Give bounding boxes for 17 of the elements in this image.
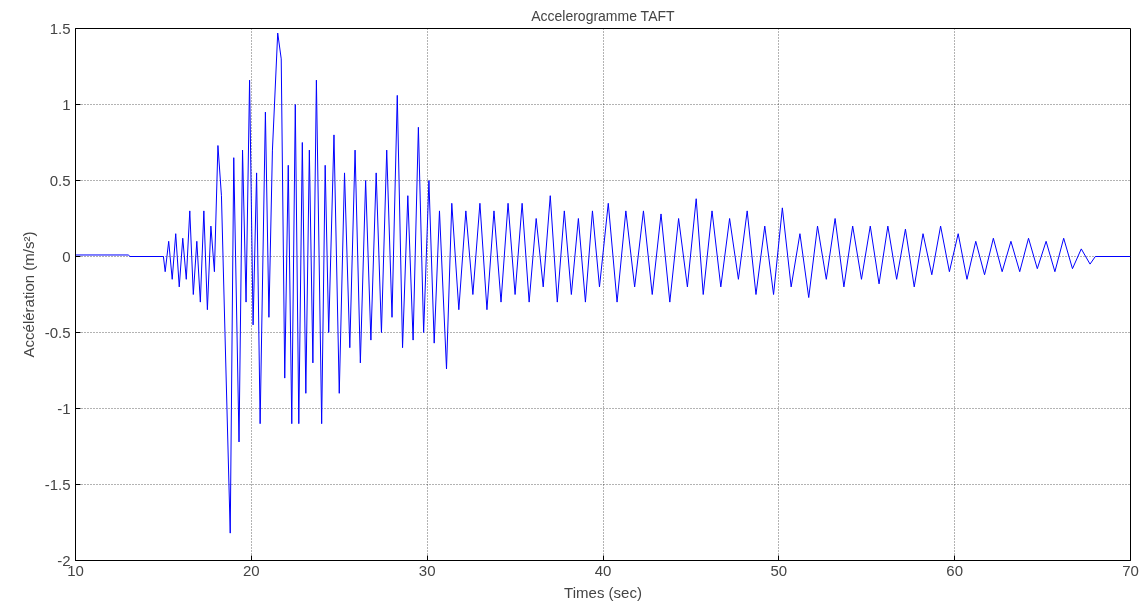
x-tick-label: 70 bbox=[1122, 561, 1139, 579]
x-tick-label: 20 bbox=[242, 561, 260, 579]
y-tick-label: 1 bbox=[62, 95, 71, 113]
line-series bbox=[75, 32, 1131, 534]
y-tick-label: 1.5 bbox=[49, 19, 71, 37]
x-axis-title: Times (sec) bbox=[564, 583, 642, 601]
y-tick-label: -0.5 bbox=[44, 323, 71, 341]
y-tick-label: -1.5 bbox=[44, 475, 71, 493]
x-tick-label: 40 bbox=[594, 561, 612, 579]
y-axis-title: Accélération (m/s²) bbox=[19, 231, 37, 358]
x-tick-label: 30 bbox=[418, 561, 436, 579]
y-tick-label: -1 bbox=[57, 399, 71, 417]
y-tick-label: 0.5 bbox=[49, 171, 71, 189]
y-tick-label: 0 bbox=[62, 247, 71, 265]
chart-title: Accelerogramme TAFT bbox=[531, 7, 676, 24]
x-tick-label: 50 bbox=[770, 561, 788, 579]
x-tick-label: 60 bbox=[946, 561, 964, 579]
